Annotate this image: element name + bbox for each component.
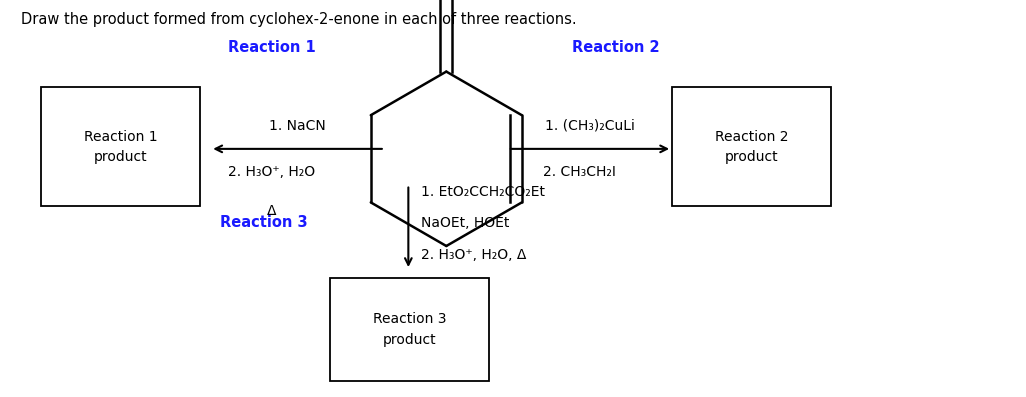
Text: 2. H₃O⁺, H₂O, Δ: 2. H₃O⁺, H₂O, Δ xyxy=(421,248,526,262)
Text: Reaction 1: Reaction 1 xyxy=(228,40,316,55)
Text: Reaction 3
product: Reaction 3 product xyxy=(373,312,446,347)
Text: Δ: Δ xyxy=(267,204,277,218)
Text: Reaction 2: Reaction 2 xyxy=(571,40,660,55)
Text: Reaction 3: Reaction 3 xyxy=(221,215,308,230)
FancyBboxPatch shape xyxy=(41,87,200,206)
Text: 2. H₃O⁺, H₂O: 2. H₃O⁺, H₂O xyxy=(229,165,315,179)
FancyBboxPatch shape xyxy=(330,278,489,381)
Text: 1. EtO₂CCH₂CO₂Et: 1. EtO₂CCH₂CO₂Et xyxy=(421,185,545,198)
Text: 1. NaCN: 1. NaCN xyxy=(269,119,326,133)
Text: Draw the product formed from cyclohex-2-enone in each of three reactions.: Draw the product formed from cyclohex-2-… xyxy=(21,12,577,27)
Text: Reaction 2
product: Reaction 2 product xyxy=(715,129,788,164)
Text: Reaction 1
product: Reaction 1 product xyxy=(84,129,157,164)
Text: NaOEt, HOEt: NaOEt, HOEt xyxy=(421,216,509,230)
Text: 2. CH₃CH₂I: 2. CH₃CH₂I xyxy=(543,165,617,179)
Text: 1. (CH₃)₂CuLi: 1. (CH₃)₂CuLi xyxy=(545,119,635,133)
FancyBboxPatch shape xyxy=(672,87,831,206)
